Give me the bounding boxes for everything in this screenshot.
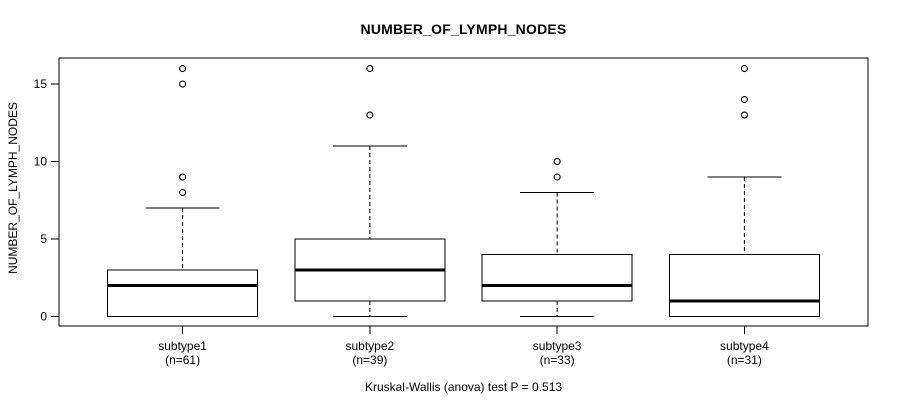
y-tick-label: 10 bbox=[34, 155, 48, 169]
boxplot-group-subtype4: subtype4(n=31) bbox=[668, 64, 820, 367]
x-tick-label: subtype1 bbox=[158, 339, 207, 353]
chart-title: NUMBER_OF_LYMPH_NODES bbox=[360, 21, 567, 37]
y-tick-label: 5 bbox=[40, 232, 47, 246]
outlier-point bbox=[179, 188, 187, 197]
boxplot-group-subtype3: subtype3(n=33) bbox=[481, 157, 633, 367]
y-tick-label: 0 bbox=[40, 310, 47, 324]
outlier-point bbox=[179, 173, 187, 181]
x-tick-sublabel: (n=39) bbox=[352, 353, 387, 367]
outlier-point bbox=[740, 95, 748, 104]
iqr-box-subtype4 bbox=[668, 254, 820, 318]
x-tick-sublabel: (n=61) bbox=[165, 353, 200, 367]
outlier-point bbox=[740, 64, 748, 73]
x-tick-label: subtype2 bbox=[346, 339, 395, 353]
x-tick-label: subtype3 bbox=[533, 339, 582, 353]
x-tick-label: subtype4 bbox=[720, 339, 769, 353]
x-tick-sublabel: (n=33) bbox=[540, 353, 575, 367]
outlier-point bbox=[553, 157, 561, 166]
boxplot-group-subtype1: subtype1(n=61) bbox=[107, 64, 259, 367]
outlier-point bbox=[179, 64, 187, 73]
plot-frame bbox=[58, 57, 869, 327]
outlier-point bbox=[179, 80, 187, 88]
x-tick-sublabel: (n=31) bbox=[727, 353, 762, 367]
outlier-point bbox=[366, 64, 374, 73]
outlier-point bbox=[366, 111, 374, 119]
iqr-box-subtype1 bbox=[107, 269, 259, 318]
boxplot-group-subtype2: subtype2(n=39) bbox=[294, 64, 446, 367]
iqr-box-subtype3 bbox=[481, 254, 633, 302]
outlier-point bbox=[740, 111, 748, 119]
caption-kruskal-wallis: Kruskal-Wallis (anova) test P = 0.513 bbox=[364, 380, 563, 394]
outlier-point bbox=[553, 173, 561, 181]
y-tick-label: 15 bbox=[34, 77, 48, 91]
